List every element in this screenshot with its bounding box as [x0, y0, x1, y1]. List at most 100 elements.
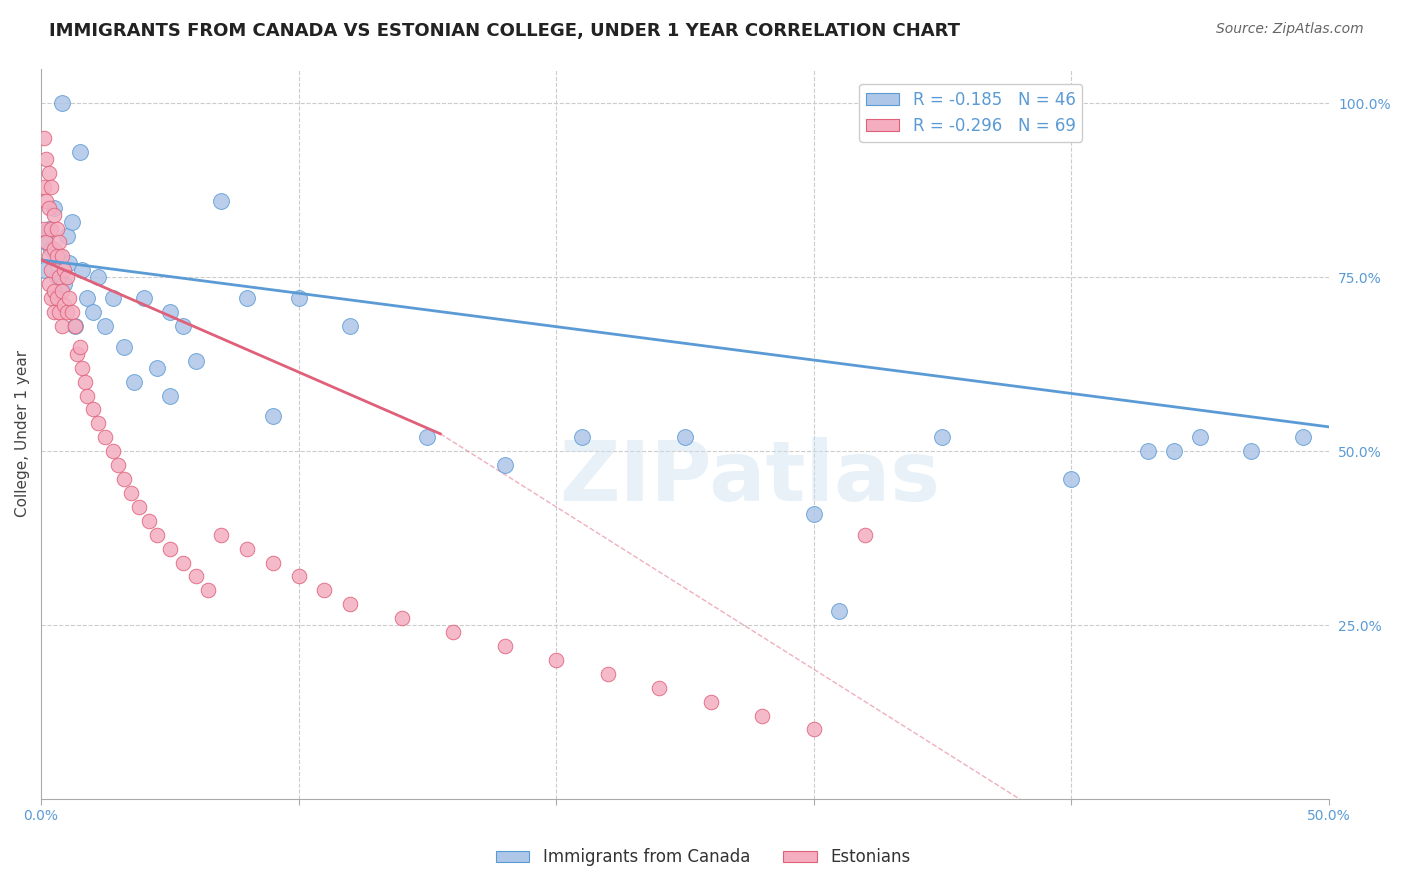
Point — [82, 402, 104, 417]
Point — [42, 305, 65, 319]
Point — [236, 291, 259, 305]
Point — [546, 653, 568, 667]
Point — [48, 235, 70, 250]
Point — [72, 263, 94, 277]
Point — [76, 388, 98, 402]
Point — [41, 291, 63, 305]
Point — [673, 430, 696, 444]
Point — [416, 430, 439, 444]
Point — [172, 318, 194, 333]
Point — [32, 221, 55, 235]
Point — [314, 583, 336, 598]
Point — [803, 723, 825, 737]
Point — [38, 277, 60, 292]
Point — [38, 201, 60, 215]
Point — [853, 527, 876, 541]
Point — [1240, 444, 1263, 458]
Point — [69, 145, 91, 159]
Point — [51, 318, 73, 333]
Point — [1060, 472, 1083, 486]
Point — [120, 486, 142, 500]
Point — [1163, 444, 1185, 458]
Point — [76, 291, 98, 305]
Point — [41, 263, 63, 277]
Point — [51, 249, 73, 263]
Point — [107, 458, 129, 472]
Point — [45, 291, 67, 305]
Point — [1137, 444, 1160, 458]
Point — [184, 353, 207, 368]
Point — [132, 291, 155, 305]
Point — [41, 221, 63, 235]
Point — [63, 318, 86, 333]
Point — [56, 305, 79, 319]
Point — [146, 527, 169, 541]
Point — [48, 305, 70, 319]
Point — [51, 284, 73, 298]
Point — [648, 681, 671, 695]
Point — [146, 360, 169, 375]
Point — [53, 277, 76, 292]
Point — [32, 131, 55, 145]
Point — [209, 527, 232, 541]
Point — [60, 305, 83, 319]
Point — [159, 388, 181, 402]
Point — [184, 569, 207, 583]
Point — [596, 666, 619, 681]
Point — [82, 305, 104, 319]
Point — [87, 270, 110, 285]
Point — [339, 597, 361, 611]
Point — [38, 249, 60, 263]
Point — [45, 249, 67, 263]
Point — [66, 347, 89, 361]
Point — [63, 318, 86, 333]
Point — [262, 409, 284, 424]
Point — [122, 375, 145, 389]
Point — [35, 194, 58, 208]
Text: ZIPatlas: ZIPatlas — [558, 437, 939, 518]
Point — [41, 179, 63, 194]
Point — [339, 318, 361, 333]
Legend: R = -0.185   N = 46, R = -0.296   N = 69: R = -0.185 N = 46, R = -0.296 N = 69 — [859, 84, 1083, 142]
Point — [751, 708, 773, 723]
Point — [56, 270, 79, 285]
Point — [69, 340, 91, 354]
Point — [287, 291, 309, 305]
Point — [441, 625, 464, 640]
Point — [391, 611, 413, 625]
Text: Source: ZipAtlas.com: Source: ZipAtlas.com — [1216, 22, 1364, 37]
Point — [159, 305, 181, 319]
Point — [42, 284, 65, 298]
Point — [94, 318, 117, 333]
Legend: Immigrants from Canada, Estonians: Immigrants from Canada, Estonians — [489, 842, 917, 873]
Point — [45, 270, 67, 285]
Point — [53, 263, 76, 277]
Text: IMMIGRANTS FROM CANADA VS ESTONIAN COLLEGE, UNDER 1 YEAR CORRELATION CHART: IMMIGRANTS FROM CANADA VS ESTONIAN COLLE… — [49, 22, 960, 40]
Point — [931, 430, 953, 444]
Point — [94, 430, 117, 444]
Point — [699, 695, 721, 709]
Point — [287, 569, 309, 583]
Point — [51, 96, 73, 111]
Point — [42, 243, 65, 257]
Point — [53, 298, 76, 312]
Point — [42, 208, 65, 222]
Point — [32, 263, 55, 277]
Point — [42, 201, 65, 215]
Point — [45, 221, 67, 235]
Point — [128, 500, 150, 514]
Point — [262, 556, 284, 570]
Point — [60, 214, 83, 228]
Point — [209, 194, 232, 208]
Point — [494, 639, 516, 653]
Point — [73, 375, 96, 389]
Point — [103, 291, 125, 305]
Point — [159, 541, 181, 556]
Point — [56, 228, 79, 243]
Point — [41, 243, 63, 257]
Point — [35, 235, 58, 250]
Point — [828, 604, 851, 618]
Point — [103, 444, 125, 458]
Point — [48, 270, 70, 285]
Point — [58, 256, 80, 270]
